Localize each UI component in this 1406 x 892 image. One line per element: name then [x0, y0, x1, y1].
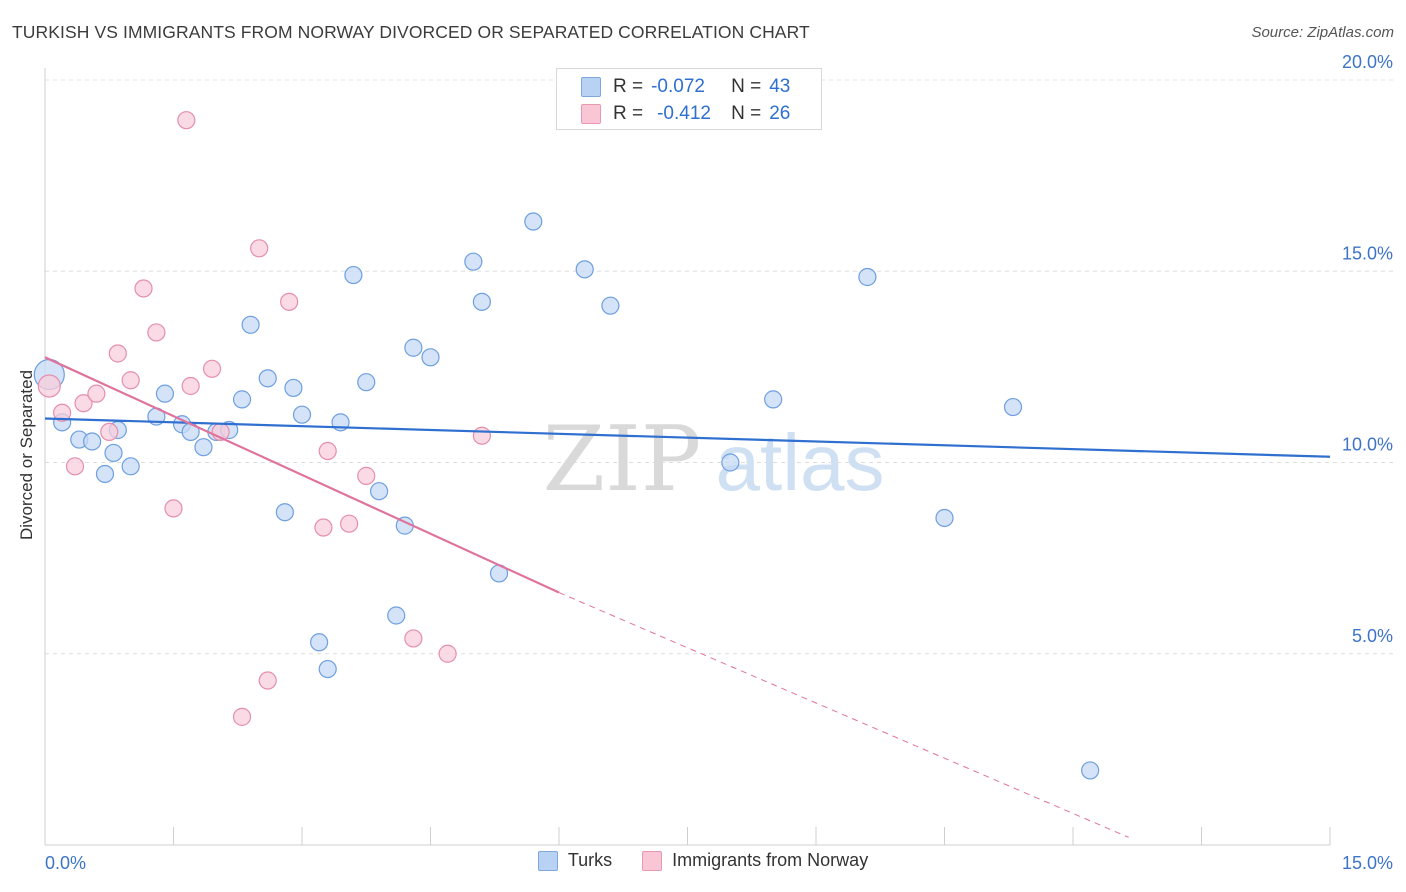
turks-point [284, 378, 303, 398]
tick-labels: 5.0% 10.0% 15.0% 20.0% 0.0% 15.0% [45, 52, 1393, 873]
y-tick-label: 10.0% [1342, 435, 1393, 455]
turks-point [310, 633, 329, 652]
turks-point [1081, 761, 1100, 780]
turks-point [387, 606, 406, 625]
turks-point [370, 482, 389, 501]
turks-point [575, 260, 594, 279]
turks-point [464, 252, 483, 271]
turks-point [104, 443, 123, 463]
norway-swatch [581, 104, 601, 124]
norway-point [438, 644, 457, 663]
legend-row-turks: R = -0.072 N = 43 [581, 74, 790, 100]
data-points [33, 111, 1100, 780]
n-value: 26 [769, 103, 791, 124]
watermark: ZIP atlas [543, 407, 885, 512]
turks-point [472, 292, 491, 311]
turks-point [95, 464, 115, 484]
norway-point [250, 239, 269, 258]
turks-point [83, 432, 102, 451]
trend-lines [44, 356, 1331, 838]
r-value: -0.412 [657, 103, 711, 124]
norway-point [121, 371, 140, 390]
turks-point [421, 348, 440, 367]
norway-point [280, 292, 299, 311]
series-legend: Turks Immigrants from Norway [0, 850, 1406, 871]
y-tick-label: 20.0% [1342, 52, 1393, 72]
norway-point [74, 394, 93, 413]
y-tick-label: 15.0% [1342, 243, 1393, 263]
turks-point [241, 315, 260, 334]
norway-point [87, 384, 106, 403]
source-label: Source: ZipAtlas.com [1251, 24, 1394, 41]
turks-swatch [537, 850, 558, 871]
r-value: -0.072 [651, 76, 705, 97]
n-label: N = [731, 103, 762, 124]
turks-point [357, 373, 376, 392]
turks-point [258, 369, 277, 388]
x-tick-label: 0.0% [45, 853, 86, 873]
norway-point [318, 441, 337, 461]
norway-trend-line [44, 356, 560, 594]
turks-swatch [581, 77, 601, 97]
norway-point [258, 671, 277, 690]
norway-point [164, 499, 183, 518]
n-label: N = [731, 76, 762, 97]
turks-point [318, 659, 337, 679]
turks-trend-line [44, 417, 1331, 458]
r-label: R = [613, 76, 644, 97]
norway-point [314, 518, 333, 537]
norway-point [340, 514, 359, 533]
norway-point [65, 457, 85, 476]
norway-point [357, 466, 376, 485]
turks-point [155, 384, 175, 403]
norway-trend-extension [558, 592, 1129, 838]
norway-point [108, 344, 127, 363]
norway-point [147, 323, 166, 342]
x-tick-label: 15.0% [1342, 853, 1393, 873]
turks-point [275, 503, 294, 522]
norway-point [134, 279, 153, 298]
norway-point [181, 376, 200, 396]
turks-point [292, 405, 312, 424]
norway-point [53, 403, 72, 422]
axes [44, 68, 1331, 846]
watermark-atlas: atlas [716, 418, 885, 507]
y-axis-label: Divorced or Separated [17, 369, 36, 541]
gridlines [45, 79, 1395, 655]
turks-point [721, 453, 740, 472]
legend-label-turks: Turks [567, 850, 613, 870]
norway-swatch [642, 850, 663, 871]
n-value: 43 [769, 76, 791, 97]
norway-point [37, 374, 61, 398]
watermark-zip: ZIP [543, 407, 702, 512]
turks-point [601, 296, 620, 315]
norway-point [202, 359, 222, 378]
turks-point [764, 390, 783, 409]
turks-point [1003, 397, 1023, 417]
turks-point [524, 212, 543, 231]
legend-label-norway: Immigrants from Norway [672, 850, 869, 870]
r-label: R = [613, 103, 644, 124]
turks-point [121, 457, 140, 476]
legend-row-norway: R = -0.412 N = 26 [581, 101, 790, 127]
chart-title: TURKISH VS IMMIGRANTS FROM NORWAY DIVORC… [12, 22, 810, 42]
turks-point [935, 508, 954, 528]
norway-point [177, 111, 196, 130]
turks-point [344, 265, 363, 285]
norway-point [232, 707, 252, 726]
legend-item-turks[interactable]: Turks [537, 850, 613, 871]
legend-item-norway[interactable]: Immigrants from Norway [642, 850, 868, 871]
norway-point [404, 629, 423, 648]
turks-point [194, 438, 213, 457]
turks-point [232, 390, 252, 409]
turks-point [404, 338, 423, 357]
turks-point [858, 267, 877, 287]
y-tick-label: 5.0% [1352, 626, 1393, 646]
norway-point [472, 426, 491, 445]
norway-point [100, 422, 119, 441]
correlation-legend: R = -0.072 N = 43 R = -0.412 N = 26 [556, 68, 822, 130]
